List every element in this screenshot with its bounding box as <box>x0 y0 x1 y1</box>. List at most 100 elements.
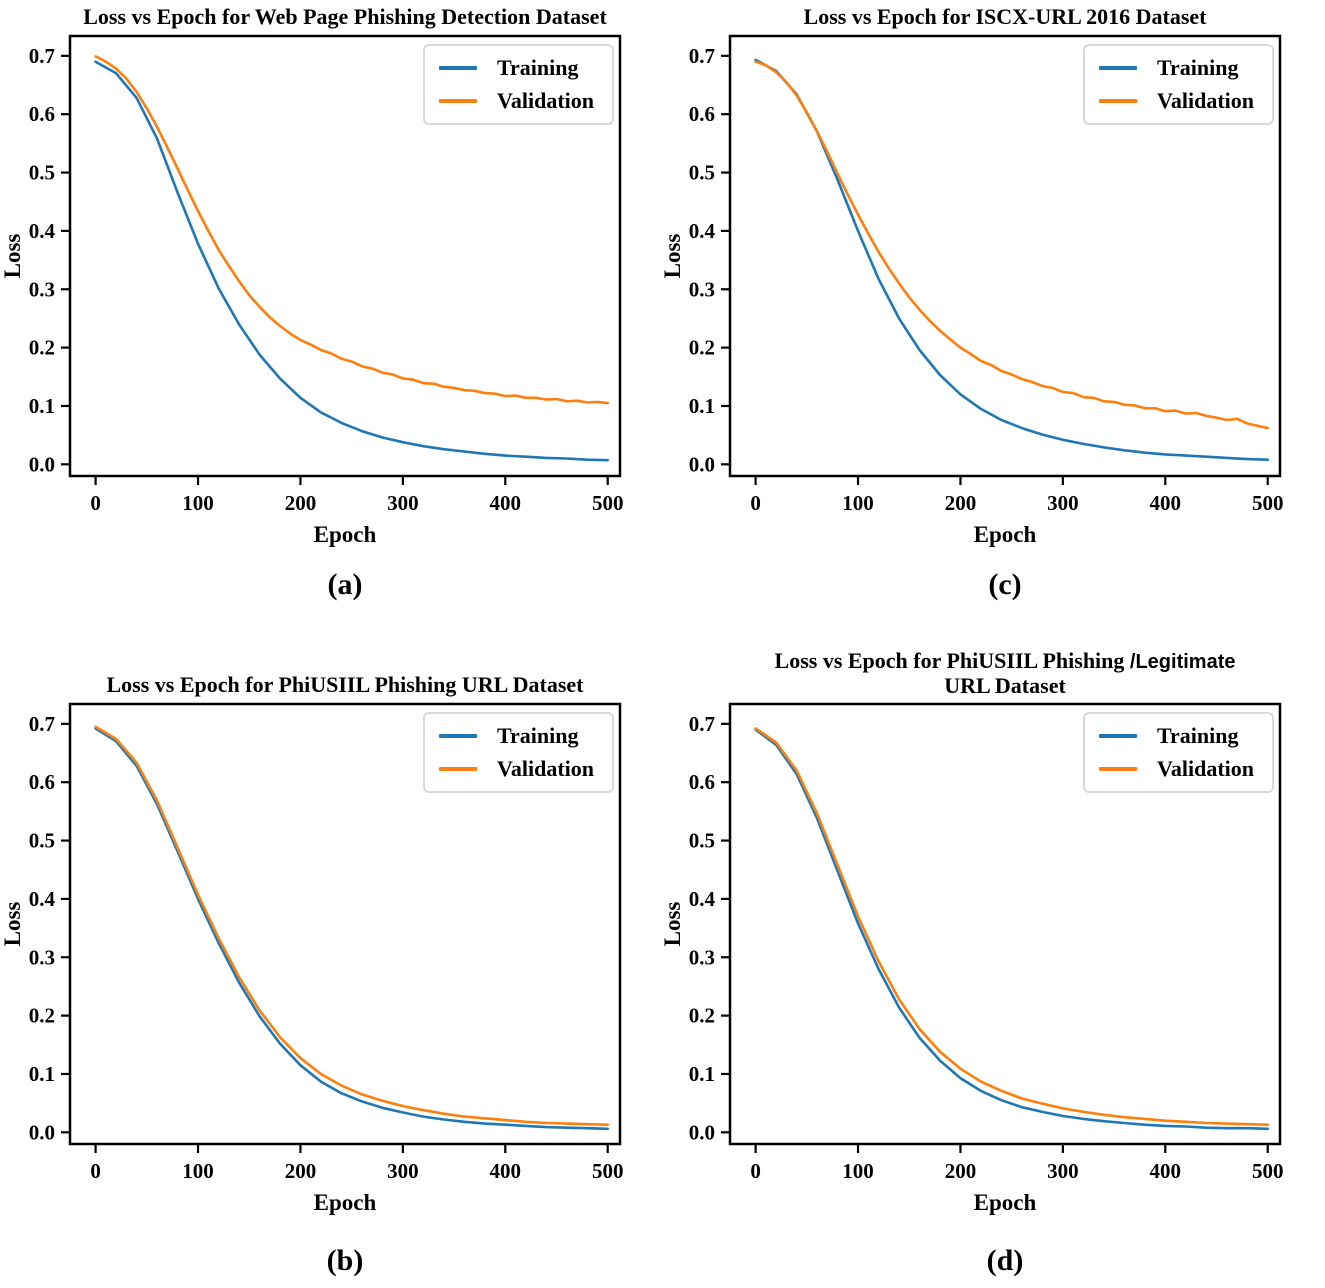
legend-item-training: Training <box>438 55 594 80</box>
svg-text:400: 400 <box>1150 1159 1182 1183</box>
svg-text:0.4: 0.4 <box>689 219 716 243</box>
plot-area-c: 0 100 200 300 400 500 0.0 0.1 0.2 0.3 0.4 0.5 0.6 0.7… <box>660 30 1320 550</box>
legend-item-validation: Validation <box>438 756 594 781</box>
legend-label-training: Training <box>1156 55 1239 80</box>
svg-text:200: 200 <box>945 491 977 515</box>
loss-chart-c: 0 100 200 300 400 500 0.0 0.1 0.2 0.3 0.4 0.5 0.6 0.7… <box>660 34 1284 547</box>
training-line-swatch <box>438 734 477 738</box>
svg-text:Epoch: Epoch <box>974 522 1037 547</box>
subplot-c: Loss vs Epoch for ISCX-URL 2016 Dataset … <box>660 0 1325 640</box>
svg-text:200: 200 <box>285 491 317 515</box>
subplot-caption-a: (a) <box>327 568 363 601</box>
subplot-caption-b: (b) <box>326 1244 364 1277</box>
subplot-b: Loss vs Epoch for PhiUSIIL Phishing URL … <box>0 640 660 1288</box>
subplot-caption-c: (c) <box>988 568 1022 601</box>
legend-item-validation: Validation <box>1098 88 1254 113</box>
subplot-caption-d: (d) <box>986 1244 1024 1277</box>
legend-label-validation: Validation <box>1156 756 1254 781</box>
subplot-a: Loss vs Epoch for Web Page Phishing Dete… <box>0 0 660 640</box>
svg-text:300: 300 <box>387 1159 419 1183</box>
svg-text:400: 400 <box>1150 491 1182 515</box>
svg-text:100: 100 <box>182 1159 214 1183</box>
svg-text:Loss: Loss <box>660 234 685 279</box>
legend-label-validation: Validation <box>496 88 594 113</box>
validation-line-swatch <box>438 767 477 771</box>
legend-b: Training Validation <box>422 712 614 793</box>
legend-label-training: Training <box>496 723 579 748</box>
legend-label-validation: Validation <box>1156 88 1254 113</box>
svg-text:0.6: 0.6 <box>29 770 55 794</box>
svg-text:0.2: 0.2 <box>29 1004 55 1028</box>
svg-text:200: 200 <box>945 1159 977 1183</box>
chart-title-text: Loss vs Epoch for Web Page Phishing Dete… <box>83 4 607 29</box>
svg-text:100: 100 <box>182 491 214 515</box>
svg-text:500: 500 <box>1252 1159 1284 1183</box>
loss-chart-b: 0 100 200 300 400 500 0.0 0.1 0.2 0.3 0.4 0.5 0.6 0.7… <box>0 702 624 1215</box>
training-line-swatch <box>1098 734 1137 738</box>
svg-text:400: 400 <box>490 1159 522 1183</box>
validation-line-swatch <box>438 99 477 103</box>
svg-text:200: 200 <box>285 1159 317 1183</box>
svg-text:0.1: 0.1 <box>689 394 715 418</box>
legend-item-training: Training <box>1098 723 1254 748</box>
svg-text:0.0: 0.0 <box>29 452 55 476</box>
svg-text:0.0: 0.0 <box>29 1120 55 1144</box>
svg-text:0: 0 <box>750 491 761 515</box>
chart-title-text: Loss vs Epoch for ISCX-URL 2016 Dataset <box>803 4 1207 29</box>
svg-text:Epoch: Epoch <box>314 1190 377 1215</box>
svg-text:0.5: 0.5 <box>689 161 715 185</box>
svg-text:0.3: 0.3 <box>29 945 55 969</box>
svg-text:Loss: Loss <box>0 234 25 279</box>
svg-text:0.6: 0.6 <box>29 102 55 126</box>
chart-title-b: Loss vs Epoch for PhiUSIIL Phishing URL … <box>70 640 620 698</box>
svg-text:100: 100 <box>842 491 874 515</box>
svg-text:0.1: 0.1 <box>29 394 55 418</box>
svg-text:0.7: 0.7 <box>29 712 55 736</box>
training-line-swatch <box>438 66 477 70</box>
legend-item-training: Training <box>438 723 594 748</box>
legend-d: Training Validation <box>1082 712 1274 793</box>
legend-label-training: Training <box>496 55 579 80</box>
svg-text:0.4: 0.4 <box>689 887 716 911</box>
legend-label-validation: Validation <box>496 756 594 781</box>
chart-title-text: Loss vs Epoch for PhiUSIIL Phishing <box>774 648 1130 673</box>
svg-text:300: 300 <box>1047 1159 1079 1183</box>
svg-text:0: 0 <box>90 1159 101 1183</box>
svg-text:500: 500 <box>592 1159 624 1183</box>
chart-title-text: Loss vs Epoch for PhiUSIIL Phishing URL … <box>106 672 584 697</box>
svg-text:0: 0 <box>750 1159 761 1183</box>
chart-title-d: Loss vs Epoch for PhiUSIIL Phishing /Leg… <box>730 640 1280 698</box>
svg-text:0.4: 0.4 <box>29 219 56 243</box>
svg-text:0.6: 0.6 <box>689 102 715 126</box>
legend-item-validation: Validation <box>438 88 594 113</box>
svg-text:500: 500 <box>592 491 624 515</box>
svg-text:500: 500 <box>1252 491 1284 515</box>
svg-text:0: 0 <box>90 491 101 515</box>
chart-title-line2: URL Dataset <box>944 673 1066 698</box>
training-line-swatch <box>1098 66 1137 70</box>
svg-text:Loss: Loss <box>660 902 685 947</box>
chart-title-c: Loss vs Epoch for ISCX-URL 2016 Dataset <box>730 0 1280 30</box>
subplot-d: Loss vs Epoch for PhiUSIIL Phishing /Leg… <box>660 640 1325 1288</box>
validation-line-swatch <box>1098 99 1137 103</box>
legend-label-training: Training <box>1156 723 1239 748</box>
svg-text:0.1: 0.1 <box>689 1062 715 1086</box>
svg-text:0.5: 0.5 <box>689 829 715 853</box>
svg-text:300: 300 <box>387 491 419 515</box>
svg-text:Epoch: Epoch <box>314 522 377 547</box>
plot-area-a: 0 100 200 300 400 500 0.0 0.1 0.2 0.3 0.4 0.5 0.6 0.7… <box>0 30 660 550</box>
legend-a: Training Validation <box>422 44 614 125</box>
svg-text:0.3: 0.3 <box>689 277 715 301</box>
svg-text:0.0: 0.0 <box>689 452 715 476</box>
svg-text:0.2: 0.2 <box>29 336 55 360</box>
svg-text:300: 300 <box>1047 491 1079 515</box>
svg-text:0.5: 0.5 <box>29 161 55 185</box>
validation-line-swatch <box>1098 767 1137 771</box>
svg-text:100: 100 <box>842 1159 874 1183</box>
svg-text:0.3: 0.3 <box>29 277 55 301</box>
plot-area-d: 0 100 200 300 400 500 0.0 0.1 0.2 0.3 0.4 0.5 0.6 0.7… <box>660 698 1320 1218</box>
svg-text:0.6: 0.6 <box>689 770 715 794</box>
legend-item-validation: Validation <box>1098 756 1254 781</box>
svg-text:0.0: 0.0 <box>689 1120 715 1144</box>
